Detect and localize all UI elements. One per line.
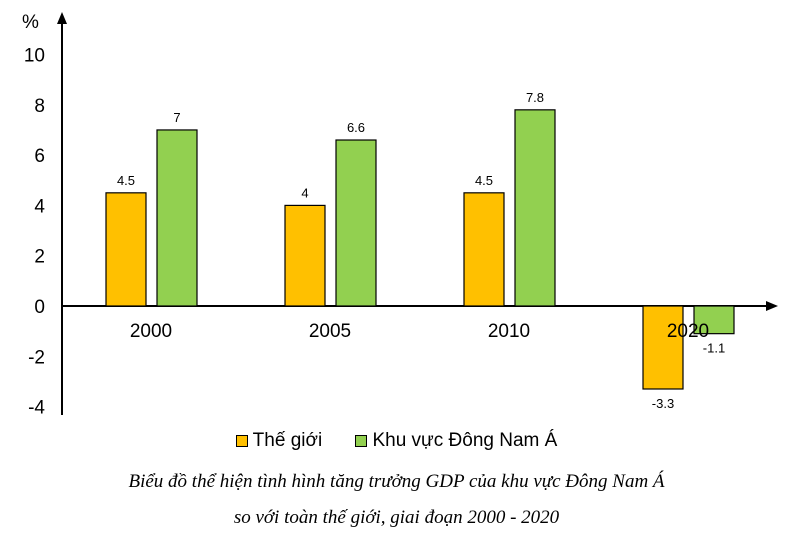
bar-2020-1 xyxy=(693,305,735,335)
data-label: 4.5 xyxy=(117,173,135,188)
bar-2010-1 xyxy=(514,109,556,307)
x-axis-arrow xyxy=(766,301,778,311)
bar-2000-1 xyxy=(156,129,198,307)
caption-line-2: so với toàn thế giới, giai đoạn 2000 - 2… xyxy=(233,507,560,528)
bar-2010-0 xyxy=(463,192,505,307)
legend: Thế giới Khu vực Đông Nam Á xyxy=(0,430,793,453)
x-tick-label: 2005 xyxy=(309,321,351,342)
legend-label-world: Thế giới xyxy=(252,430,323,451)
y-tick-label: 8 xyxy=(34,96,45,117)
y-tick-label: 6 xyxy=(34,146,45,167)
bar-2005-0 xyxy=(284,204,326,307)
legend-item-world: Thế giới xyxy=(235,430,323,452)
y-tick-label: 10 xyxy=(24,46,45,67)
y-tick-label: 2 xyxy=(34,247,45,268)
plot-area: % -4 -2 0 2 4 6 8 10 4.5 7 2000 4 6.6 2005 4.5 7.8 2010 -3… xyxy=(22,12,778,419)
bar-2005-1 xyxy=(335,139,377,307)
y-axis-arrow xyxy=(57,12,67,24)
legend-item-sea: Khu vực Đông Nam Á xyxy=(355,430,557,452)
y-tick-label: 4 xyxy=(34,196,45,217)
data-label: 7.8 xyxy=(526,90,544,105)
legend-swatch-world xyxy=(235,435,248,447)
data-label: -1.1 xyxy=(703,341,725,356)
y-axis-label: % xyxy=(22,12,39,33)
caption-line-1: Biểu đồ thể hiện tình hình tăng trưởng G… xyxy=(128,471,665,492)
y-tick-label: -4 xyxy=(28,398,45,419)
legend-label-sea: Khu vực Đông Nam Á xyxy=(372,430,558,451)
x-tick-label: 2000 xyxy=(130,321,172,342)
data-label: 4 xyxy=(301,185,308,200)
data-label: -3.3 xyxy=(652,396,674,411)
x-tick-label: 2010 xyxy=(488,321,530,342)
y-tick-label: 0 xyxy=(34,297,45,318)
legend-swatch-sea xyxy=(355,435,368,447)
y-tick-label: -2 xyxy=(28,347,45,368)
x-tick-label: 2020 xyxy=(667,321,709,342)
data-label: 7 xyxy=(173,110,180,125)
bar-2020-0 xyxy=(642,305,684,390)
data-label: 4.5 xyxy=(475,173,493,188)
bar-2000-0 xyxy=(105,192,147,307)
data-label: 6.6 xyxy=(347,120,365,135)
